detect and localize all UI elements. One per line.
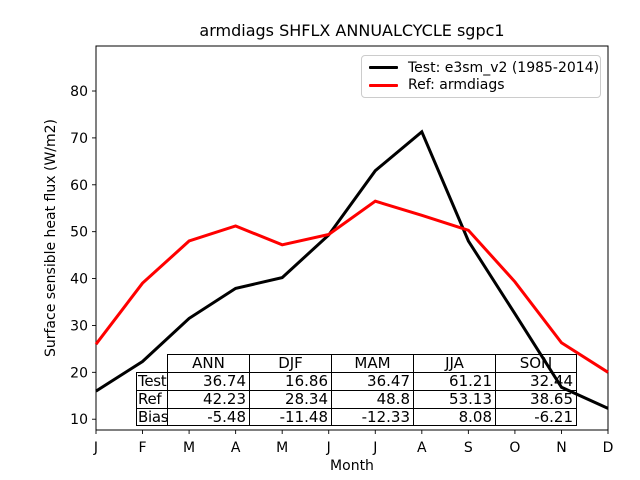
table-cell-bias-son: -6.21 [495,408,577,426]
x-tick-label: A [417,440,427,456]
x-tick-label: N [556,440,566,456]
y-axis-label: Surface sensible heat flux (W/m2) [43,118,59,358]
table-corner-cell [136,354,167,372]
table-cell-test-djf: 16.86 [249,372,331,390]
table-header-ann: ANN [167,354,249,372]
y-tick-label: 50 [70,225,88,241]
table-cell-bias-djf: -11.48 [249,408,331,426]
x-tick-label: F [139,440,147,456]
table-cell-ref-ann: 42.23 [167,390,249,408]
table-cell-test-jja: 61.21 [413,372,495,390]
y-tick-label: 70 [70,131,88,147]
table-cell-bias-jja: 8.08 [413,408,495,426]
table-row-label-test: Test [136,372,167,390]
legend: Test: e3sm_v2 (1985-2014) Ref: armdiags [361,55,601,98]
x-tick-label: J [372,440,377,456]
table-cell-ref-djf: 28.34 [249,390,331,408]
x-tick-label: O [509,440,520,456]
table-cell-test-mam: 36.47 [331,372,413,390]
table-row-label-bias: Bias [136,408,167,426]
legend-label-test: Test: e3sm_v2 (1985-2014) [408,59,600,76]
y-tick-label: 80 [70,84,88,100]
x-tick-label: S [464,440,473,456]
table-header-jja: JJA [413,354,495,372]
x-tick-label: J [93,440,98,456]
y-tick-label: 10 [70,412,88,428]
table-cell-bias-ann: -5.48 [167,408,249,426]
y-tick-label: 60 [70,178,88,194]
x-tick-label: M [183,440,195,456]
table-cell-ref-son: 38.65 [495,390,577,408]
table-row-label-ref: Ref [136,390,167,408]
x-tick-label: D [603,440,614,456]
legend-label-ref: Ref: armdiags [408,77,505,94]
x-tick-label: J [326,440,331,456]
table-cell-test-ann: 36.74 [167,372,249,390]
table-header-djf: DJF [249,354,331,372]
ref-line-swatch [369,83,398,87]
x-tick-label: A [231,440,241,456]
chart-title: armdiags SHFLX ANNUALCYCLE sgpc1 [199,21,505,40]
table-cell-bias-mam: -12.33 [331,408,413,426]
table-header-mam: MAM [331,354,413,372]
y-tick-label: 40 [70,272,88,288]
summary-table: ANN DJF MAM JJA SON Test 36.74 16.86 36.… [136,354,577,426]
table-cell-ref-mam: 48.8 [331,390,413,408]
table-cell-test-son: 32.44 [495,372,577,390]
test-line-swatch [369,66,398,70]
x-axis-label: Month [330,458,374,474]
table-header-son: SON [495,354,577,372]
y-tick-label: 20 [70,365,88,381]
table-cell-ref-jja: 53.13 [413,390,495,408]
legend-entry-ref: Ref: armdiags [369,77,593,93]
legend-entry-test: Test: e3sm_v2 (1985-2014) [369,60,599,76]
y-tick-label: 30 [70,318,88,334]
x-tick-label: M [276,440,288,456]
ref-series-line [94,199,609,374]
